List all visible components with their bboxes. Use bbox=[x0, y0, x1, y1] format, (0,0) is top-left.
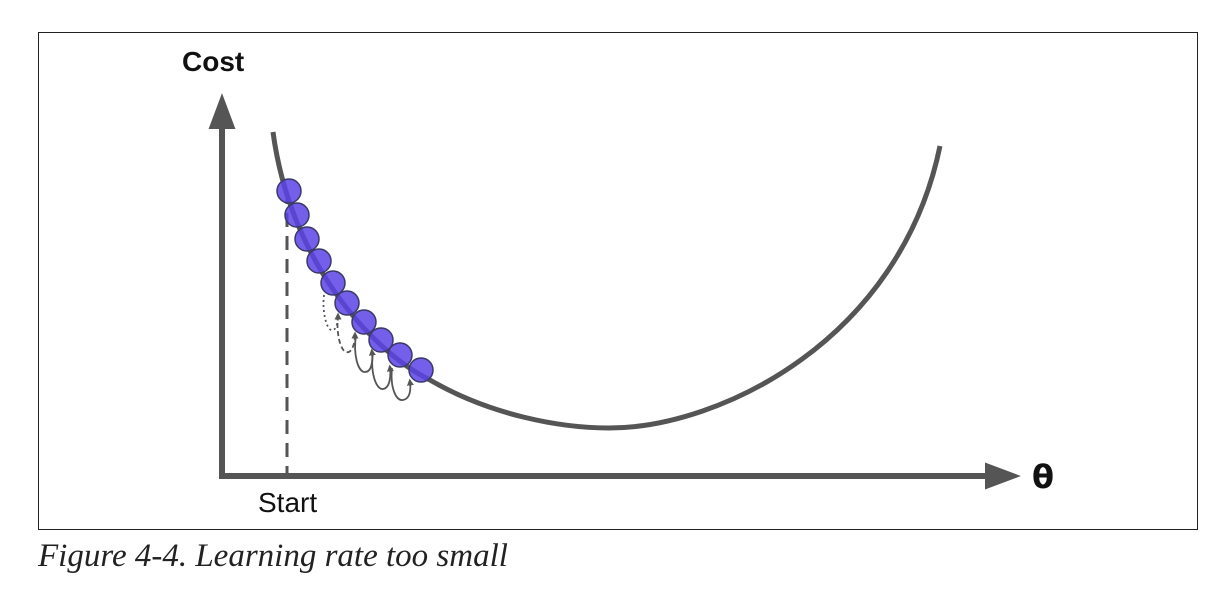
y-axis-arrowhead bbox=[208, 93, 236, 129]
figure-caption: Figure 4-4. Learning rate too small bbox=[38, 538, 508, 574]
descent-steps bbox=[276, 178, 434, 383]
y-axis-label: Cost bbox=[182, 46, 244, 77]
x-axis-arrowhead bbox=[985, 462, 1021, 490]
descent-step-point bbox=[368, 327, 394, 353]
descent-step-point bbox=[408, 357, 434, 383]
figure-frame bbox=[38, 32, 1198, 530]
start-label: Start bbox=[258, 487, 317, 518]
descent-step-point bbox=[306, 248, 332, 274]
descent-step-point bbox=[320, 270, 346, 296]
step-arrow bbox=[322, 294, 342, 332]
step-arrow bbox=[390, 367, 414, 401]
descent-step-point bbox=[284, 202, 310, 228]
descent-step-point bbox=[294, 226, 320, 252]
step-arrows bbox=[322, 294, 414, 401]
cost-curve bbox=[270, 131, 943, 431]
descent-step-point bbox=[351, 309, 377, 335]
step-arrow bbox=[371, 351, 394, 390]
descent-step-point bbox=[387, 342, 413, 368]
descent-step-point bbox=[276, 178, 302, 204]
descent-step-point bbox=[334, 290, 360, 316]
x-axis-label: θ bbox=[1032, 458, 1054, 496]
